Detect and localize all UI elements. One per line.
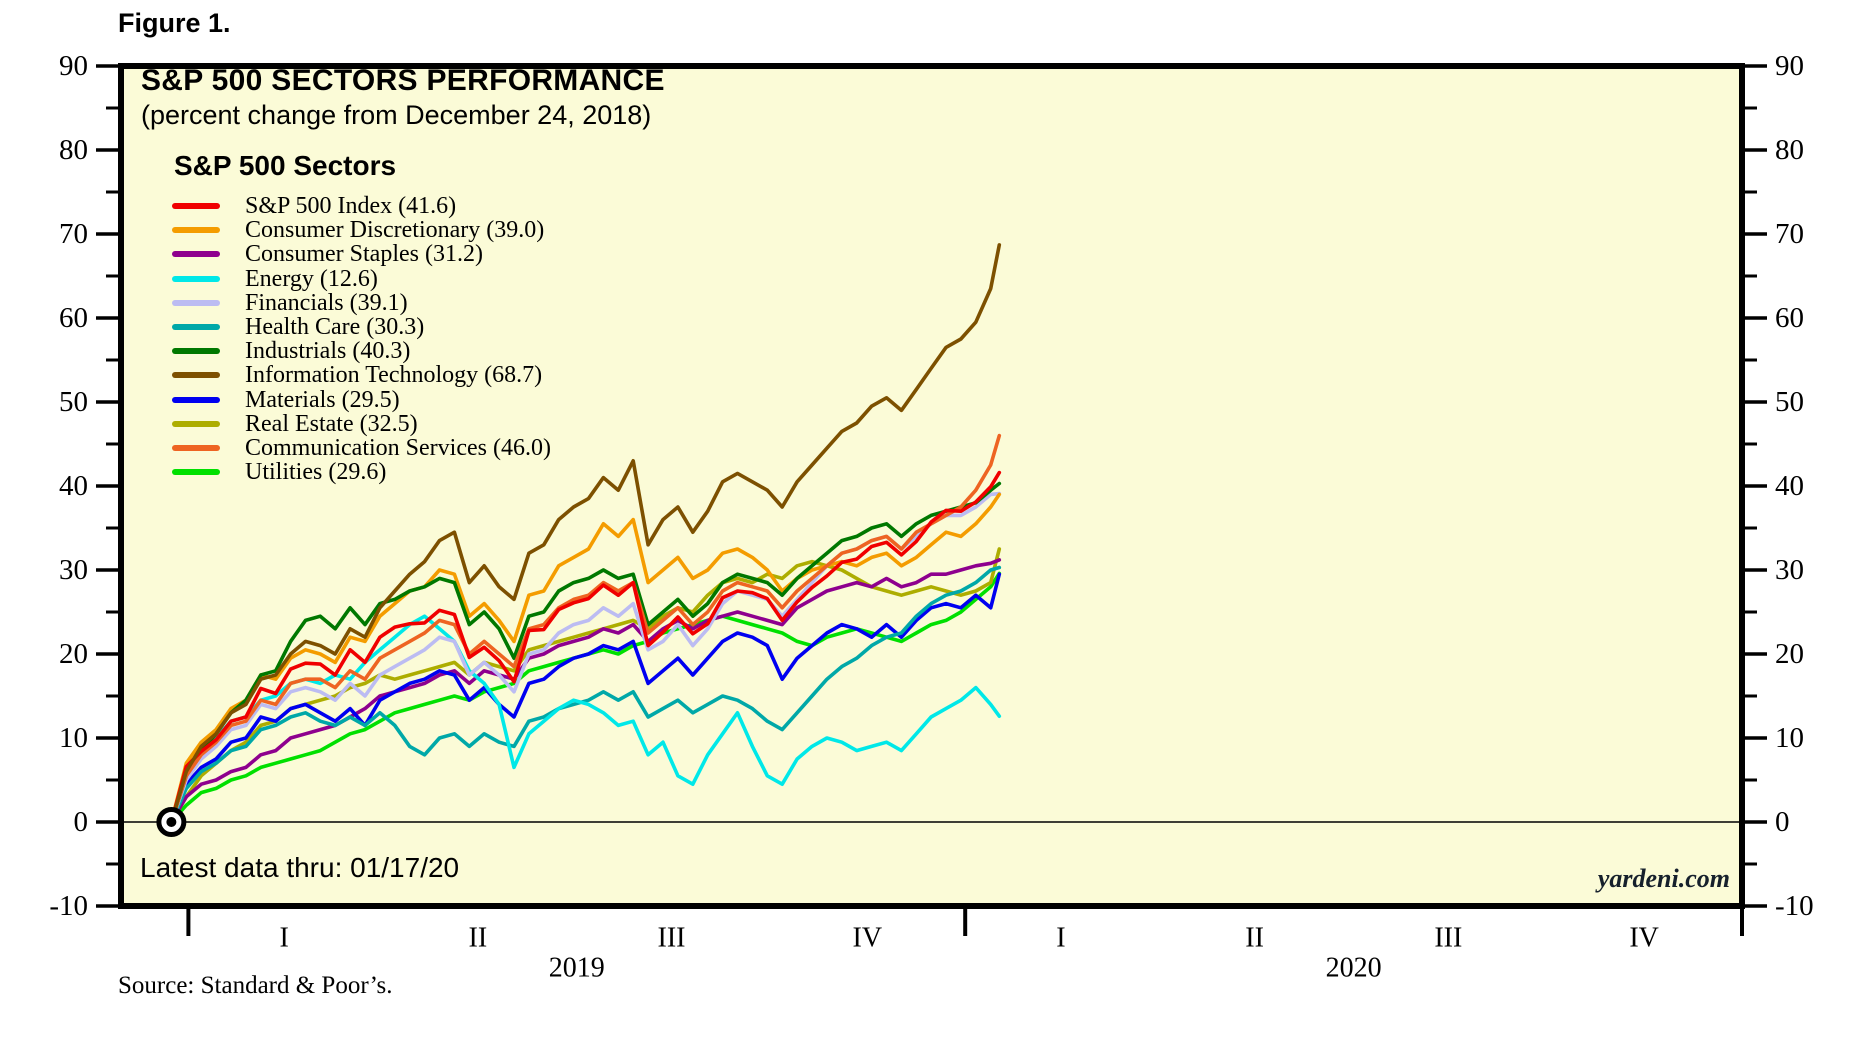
y-tick-label-left: 90 [59, 50, 88, 82]
legend-swatch [172, 203, 220, 210]
series-lines [169, 243, 1002, 824]
latest-data-note: Latest data thru: 01/17/20 [140, 852, 460, 883]
legend-label: Utilities (29.6) [245, 459, 387, 486]
y-tick-label-left: 70 [59, 218, 88, 250]
quarter-label: III [658, 923, 686, 954]
start-marker-bullseye [156, 807, 187, 837]
legend-swatch [172, 396, 220, 403]
watermark-yardeni: yardeni.com [1597, 864, 1730, 893]
legend-label: Energy (12.6) [245, 265, 378, 292]
y-tick-label-right: 60 [1775, 302, 1804, 334]
quarter-label: IV [853, 923, 883, 954]
legend-item: Energy (12.6) [172, 267, 551, 291]
y-tick-label-right: -10 [1775, 890, 1814, 922]
y-tick-label-right: 40 [1775, 470, 1804, 502]
chart-subtitle: (percent change from December 24, 2018) [141, 99, 652, 130]
y-tick-label-right: 50 [1775, 386, 1804, 418]
quarter-label: I [1056, 923, 1065, 954]
y-tick-label-left: -10 [49, 890, 88, 922]
y-tick-label-left: 20 [59, 638, 88, 670]
legend-item: Materials (29.5) [172, 388, 551, 412]
source-note: Source: Standard & Poor’s. [118, 972, 393, 999]
legend-item: Information Technology (68.7) [172, 363, 551, 387]
quarter-label: II [469, 923, 488, 954]
legend-swatch [172, 251, 220, 258]
y-tick-label-right: 30 [1775, 554, 1804, 586]
quarter-label: IV [1629, 923, 1659, 954]
bullseye-inner [166, 817, 177, 827]
y-tick-label-left: 30 [59, 554, 88, 586]
series-line-communication-services [169, 433, 1002, 824]
legend-item: Health Care (30.3) [172, 315, 551, 339]
y-tick-label-right: 0 [1775, 806, 1790, 838]
y-tick-label-left: 40 [59, 470, 88, 502]
legend-swatch [172, 444, 220, 451]
legend-label: Financials (39.1) [245, 289, 408, 316]
legend: S&P 500 Sectors S&P 500 Index (41.6) Cons… [172, 150, 551, 484]
legend-label: Real Estate (32.5) [245, 410, 418, 437]
y-tick-label-left: 60 [59, 302, 88, 334]
plot-frame [118, 63, 1745, 909]
series-line-materials [169, 572, 1002, 824]
legend-label: Health Care (30.3) [245, 314, 425, 341]
y-tick-label-right: 10 [1775, 722, 1804, 754]
legend-item: Financials (39.1) [172, 291, 551, 315]
chart-title-block: S&P 500 SECTORS PERFORMANCE (percent cha… [141, 64, 665, 131]
legend-swatch [172, 227, 220, 234]
legend-item: Communication Services (46.0) [172, 436, 551, 460]
series-line-health-care [169, 565, 1002, 824]
quarter-label: II [1245, 923, 1264, 954]
series-line-industrials [169, 481, 1002, 824]
year-label: 2020 [1326, 953, 1382, 984]
legend-swatch [172, 469, 220, 476]
quarter-label: III [1434, 923, 1462, 954]
legend-label: Information Technology (68.7) [245, 362, 543, 389]
legend-item: Industrials (40.3) [172, 339, 551, 363]
legend-title: S&P 500 Sectors [174, 150, 397, 181]
legend-label: Industrials (40.3) [245, 338, 411, 365]
figure-label: Figure 1. [118, 8, 231, 38]
plot-area [121, 66, 1742, 906]
legend-item: Utilities (29.6) [172, 460, 551, 484]
series-line-information-technology [169, 243, 1002, 824]
legend-label: Materials (29.5) [245, 386, 400, 413]
legend-label: Consumer Discretionary (39.0) [245, 217, 545, 244]
series-line-consumer-discretionary [169, 492, 1002, 824]
legend-swatch [172, 299, 220, 306]
legend-item: Consumer Discretionary (39.0) [172, 218, 551, 242]
y-tick-label-right: 70 [1775, 218, 1804, 250]
y-tick-label-right: 80 [1775, 134, 1804, 166]
legend-label: S&P 500 Index (41.6) [245, 193, 457, 220]
legend-swatch [172, 324, 220, 331]
legend-label: Consumer Staples (31.2) [245, 241, 483, 268]
legend-swatch [172, 348, 220, 355]
legend-swatch [172, 372, 220, 379]
legend-item: S&P 500 Index (41.6) [172, 194, 551, 218]
y-axis-ticks: -10 -10 0 0 10 10 20 20 30 30 40 40 50 50 60 60 70 70 80 80… [49, 50, 1813, 922]
y-tick-label-left: 80 [59, 134, 88, 166]
chart-title: S&P 500 SECTORS PERFORMANCE [141, 64, 665, 97]
y-tick-label-right: 20 [1775, 638, 1804, 670]
legend-swatch [172, 420, 220, 427]
y-tick-label-right: 90 [1775, 50, 1804, 82]
legend-swatch [172, 275, 220, 282]
legend-item: Consumer Staples (31.2) [172, 242, 551, 266]
legend-item: Real Estate (32.5) [172, 412, 551, 436]
series-line-s-p-500-index [169, 470, 1002, 824]
legend-rows: S&P 500 Index (41.6) Consumer Discretiona… [172, 194, 551, 484]
quarter-label: I [280, 923, 289, 954]
year-label: 2019 [549, 953, 605, 984]
series-line-consumer-staples [169, 558, 1002, 824]
y-tick-label-left: 10 [59, 722, 88, 754]
y-tick-label-left: 0 [74, 806, 89, 838]
legend-label: Communication Services (46.0) [245, 434, 551, 461]
y-tick-label-left: 50 [59, 386, 88, 418]
